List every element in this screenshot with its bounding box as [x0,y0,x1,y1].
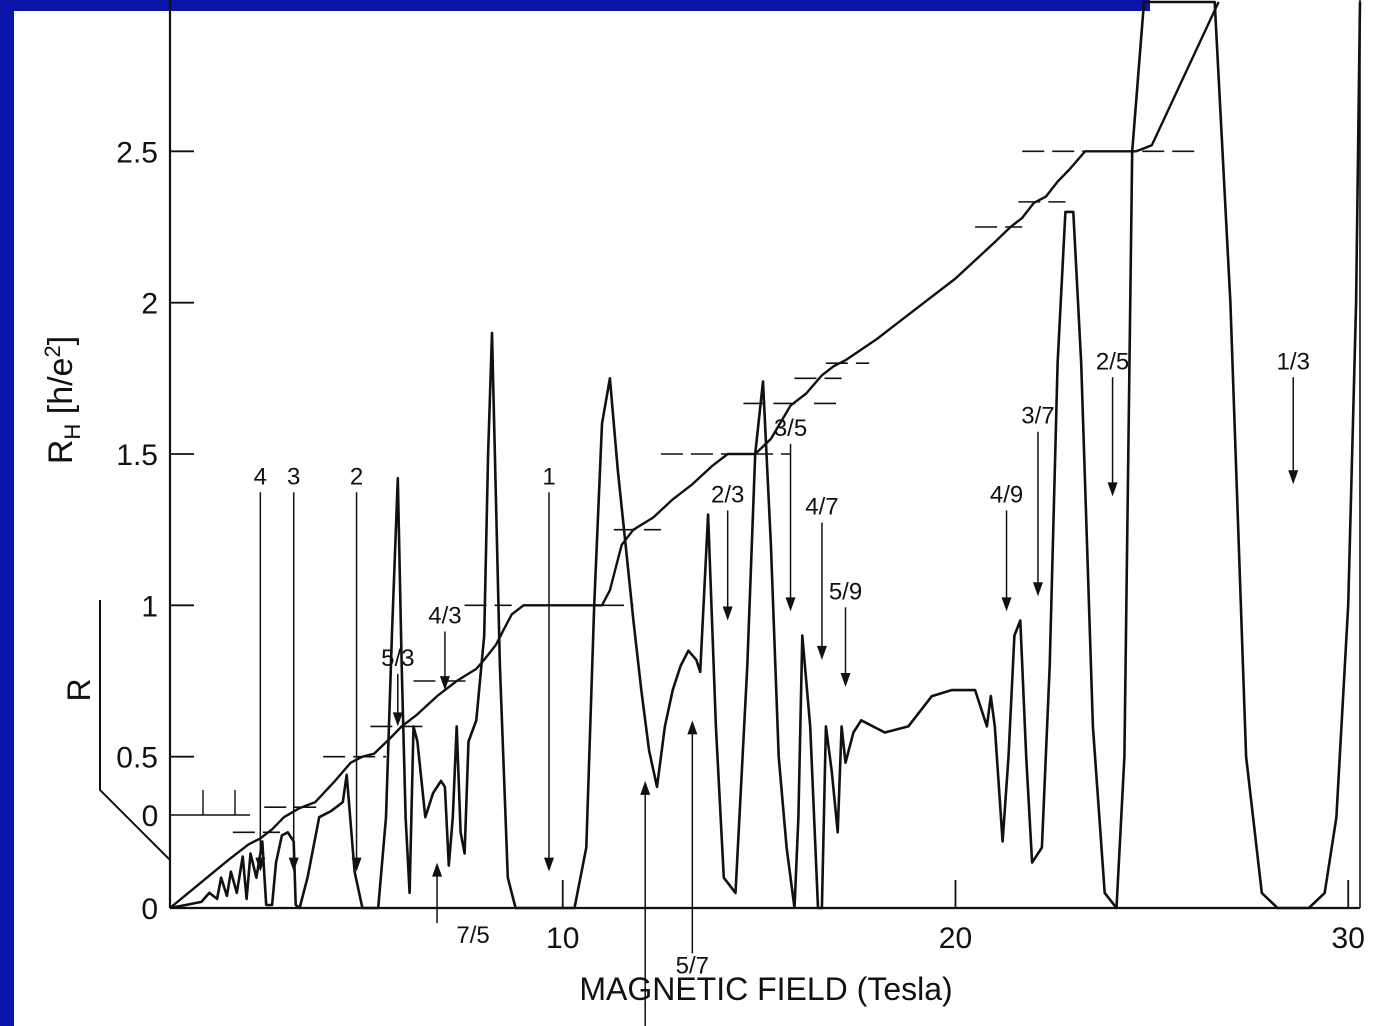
annotation: 3/5 [774,415,807,612]
annotation-label: 3 [287,463,300,490]
annotation-label: 4/9 [990,481,1023,508]
annotation-label: 2 [350,463,363,490]
y-axis-label: RH [h/e2] [40,336,85,464]
annotation-arrow-head [289,858,299,872]
annotation-arrow-head [544,858,554,872]
annotation: 4/7 [805,494,838,660]
r-zero-label: 0 [142,800,159,833]
annotation: 3/7 [1021,403,1054,597]
x-axis-label: MAGNETIC FIELD (Tesla) [579,971,952,1007]
annotation-arrow-head [1108,482,1118,496]
annotation-arrow-head [723,606,733,620]
annotation-label: 4 [254,463,267,490]
annotation-label: 3/7 [1021,403,1054,430]
annotation-arrow-head [1288,470,1298,484]
annotation: 7/5 [432,863,490,950]
annotation-label: 1/3 [1277,348,1310,375]
x-ticks: 10 20 30 [546,880,1365,955]
y-tick-label: 0.5 [116,742,158,775]
annotation: 4/9 [990,481,1023,611]
filling-factor-annotations: 43215/34/37/54/55/72/33/54/75/94/93/72/5… [254,348,1310,1026]
annotation: 5/9 [829,578,862,687]
annotation-label: 5/9 [829,578,862,605]
annotation-arrow-head [687,720,697,734]
annotation-arrow-head [841,673,851,687]
y-tick-label: 1.5 [116,439,158,472]
annotation-label: 3/5 [774,415,807,442]
y-tick-label: 1 [141,590,158,623]
x-tick-label: 30 [1332,922,1365,955]
annotation: 1 [542,463,555,871]
annotation: 4/3 [428,602,461,690]
y-tick-label: 2.5 [116,136,158,169]
annotation: 2 [350,463,363,871]
y-label-sup: 2 [40,345,65,357]
annotation: 2/5 [1096,348,1129,496]
x-tick-label: 20 [939,922,972,955]
series-hall-resistance [170,2,1219,908]
annotation-label: 5/3 [381,645,414,672]
r-axis-bracket [100,600,170,860]
annotation-arrow-head [786,597,796,611]
annotation: 5/7 [676,720,709,979]
annotation-arrow-head [393,712,403,726]
annotation-label: 2/5 [1096,348,1129,375]
y-tick-label: 0 [141,893,158,926]
y-label-sub: H [60,424,85,440]
annotation-arrow-head [640,781,650,795]
annotation-arrow-head [432,863,442,877]
annotation: 2/3 [711,481,744,620]
annotation-label: 2/3 [711,481,744,508]
annotation-label: 4/7 [805,494,838,521]
annotation: 5/3 [381,645,414,727]
series-longitudinal-resistance [170,2,1360,908]
y-tick-label: 2 [141,288,158,321]
annotation: 1/3 [1277,348,1310,484]
annotation-label: 7/5 [456,922,489,949]
annotation-arrow-head [1033,582,1043,596]
y-label-rest: [h/e [42,358,80,424]
annotation: 3 [287,463,300,871]
annotation-arrow-head [817,646,827,660]
annotation: 4 [254,463,267,871]
annotation-arrow-head [1002,597,1012,611]
r-zero-inset [170,790,250,815]
r-axis-label: R [61,678,97,701]
x-tick-label: 10 [546,922,579,955]
annotation-label: 1 [542,463,555,490]
annotation-label: 4/3 [428,602,461,629]
y-label-close: ] [42,336,80,345]
y-label-main: R [42,440,80,465]
